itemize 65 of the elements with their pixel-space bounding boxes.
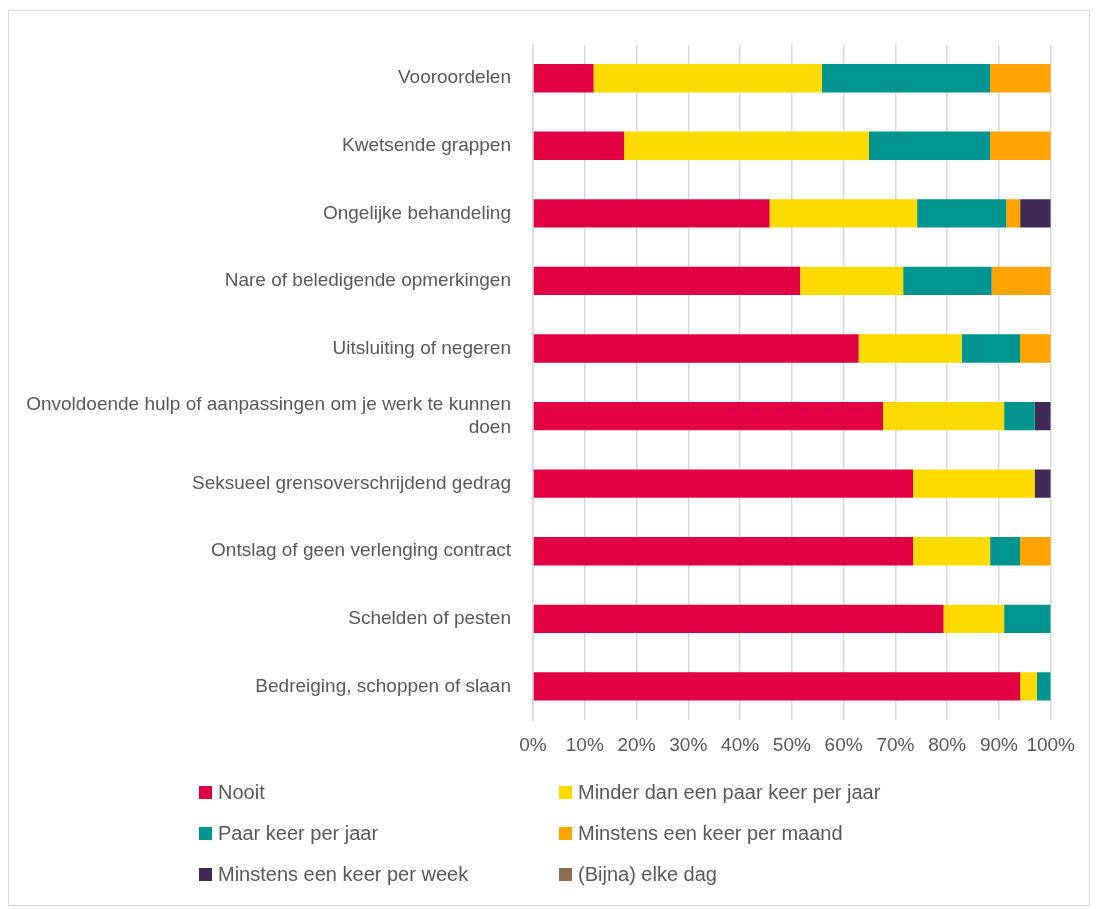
- x-tick-label: 70%: [876, 733, 915, 755]
- bar: [990, 131, 1051, 160]
- x-tick-label: 50%: [772, 733, 811, 755]
- bar: [1034, 469, 1051, 498]
- bar: [769, 199, 918, 228]
- bar: [593, 64, 822, 93]
- legend-label: Paar keer per jaar: [218, 822, 379, 845]
- x-tick-label: 0%: [519, 733, 547, 755]
- bar: [961, 334, 1021, 363]
- bar: [991, 266, 1051, 296]
- bar: [1020, 334, 1051, 363]
- bar: [917, 199, 1007, 228]
- bar: [1004, 604, 1051, 634]
- y-tick-label: Vooroordelen: [397, 66, 511, 88]
- bar: [990, 64, 1051, 93]
- bar: [533, 672, 1021, 701]
- bar: [800, 266, 904, 296]
- bar: [990, 537, 1021, 566]
- bar: [882, 401, 1005, 431]
- bar: [533, 604, 944, 634]
- x-tick-label: 60%: [824, 733, 863, 755]
- x-tick-label: 10%: [565, 733, 604, 755]
- legend-label: Nooit: [218, 781, 265, 804]
- bar: [1036, 672, 1051, 701]
- legend-label: Minstens een keer per week: [218, 863, 469, 886]
- bar: [912, 469, 1035, 498]
- bar: [912, 537, 991, 566]
- legend-label: Minder dan een paar keer per jaar: [578, 781, 881, 804]
- bar: [1006, 199, 1021, 228]
- bar: [1020, 199, 1051, 228]
- y-tick-label: Seksueel grensoverschrijdend gedrag: [192, 471, 511, 493]
- bar: [868, 131, 991, 160]
- bar: [943, 604, 1005, 634]
- bar: [1034, 401, 1051, 431]
- y-tick-label: Kwetsende grappen: [341, 134, 511, 155]
- bar: [903, 266, 992, 296]
- x-tick-label: 80%: [928, 733, 967, 755]
- x-tick-label: 30%: [669, 733, 708, 755]
- y-tick-label: Schelden of pesten: [348, 607, 511, 629]
- bar: [821, 64, 991, 93]
- bar: [533, 199, 770, 228]
- y-tick-label: Bedreiging, schoppen of slaan: [255, 674, 511, 696]
- y-tick-label: Ongelijke behandeling: [322, 201, 511, 223]
- bar: [533, 401, 883, 431]
- bar: [533, 537, 913, 566]
- x-tick-label: 40%: [721, 733, 760, 755]
- bar: [1020, 537, 1051, 566]
- bar: [858, 334, 962, 363]
- x-tick-label: 90%: [979, 733, 1019, 755]
- y-tick-label: Nare of beledigende opmerkingen: [224, 269, 511, 291]
- bar: [1004, 401, 1035, 431]
- x-tick-label: 20%: [617, 733, 656, 755]
- y-tick-label: Uitsluiting of negeren: [332, 336, 511, 358]
- legend-label: Minstens een keer per maand: [578, 822, 843, 845]
- bar: [533, 334, 859, 363]
- y-tick-label: Ontslag of geen verlenging contract: [211, 539, 512, 561]
- y-tick-label: Onvoldoende hulp of aanpassingen om je werk te kunnen doen: [26, 392, 511, 437]
- bar: [1020, 672, 1037, 701]
- x-tick-label: 100%: [1026, 733, 1076, 755]
- bar: [533, 266, 801, 296]
- bar: [533, 64, 594, 93]
- bar: [624, 131, 869, 160]
- bar: [533, 131, 625, 160]
- bar: [533, 469, 913, 498]
- legend-label: (Bijna) elke dag: [578, 863, 717, 886]
